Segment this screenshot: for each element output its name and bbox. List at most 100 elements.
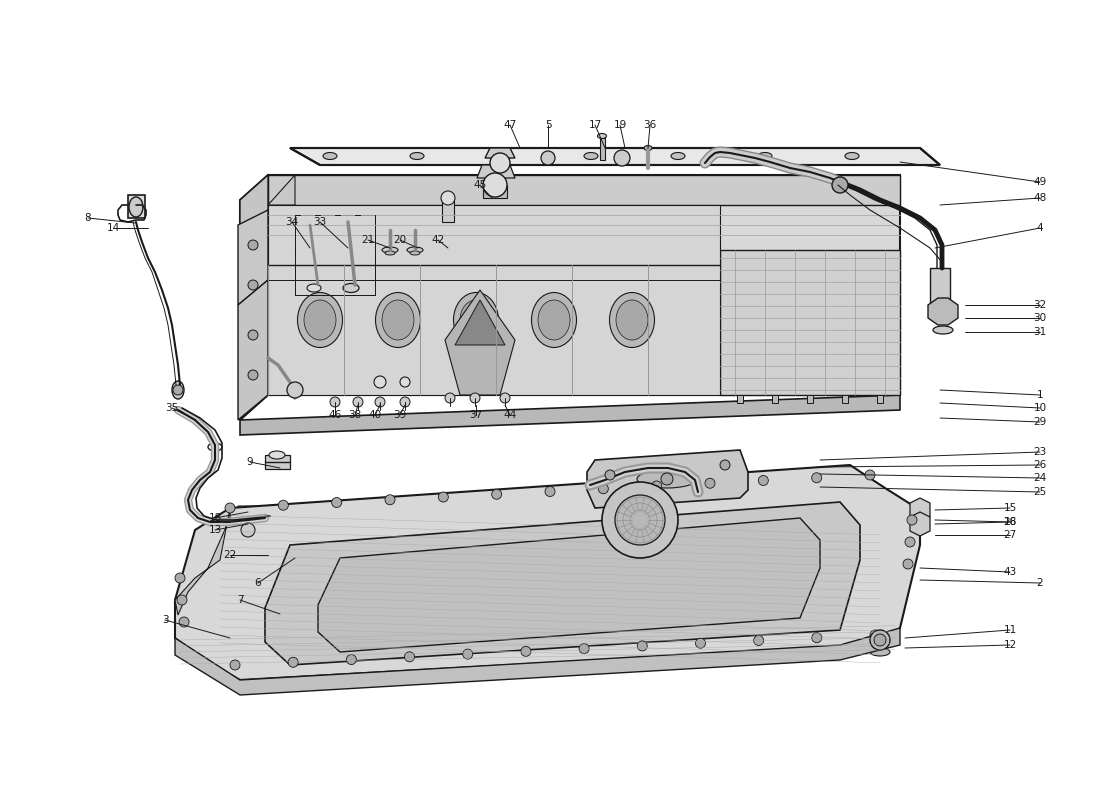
Circle shape (173, 385, 183, 395)
Polygon shape (928, 298, 958, 325)
Text: 5: 5 (544, 120, 551, 130)
Polygon shape (238, 210, 268, 305)
Circle shape (602, 482, 678, 558)
Circle shape (905, 537, 915, 547)
Polygon shape (485, 148, 515, 158)
Circle shape (287, 382, 303, 398)
Circle shape (614, 150, 630, 166)
Text: 49: 49 (1033, 177, 1046, 187)
Polygon shape (240, 175, 268, 420)
Circle shape (490, 153, 510, 173)
Circle shape (874, 634, 886, 646)
Text: 37: 37 (470, 410, 483, 420)
Text: 32: 32 (1033, 300, 1046, 310)
Polygon shape (483, 185, 507, 198)
Polygon shape (268, 175, 295, 205)
Ellipse shape (453, 293, 498, 347)
Circle shape (375, 397, 385, 407)
Text: 27: 27 (1003, 530, 1016, 540)
Text: 47: 47 (504, 120, 517, 130)
Text: 42: 42 (431, 235, 444, 245)
Polygon shape (720, 250, 900, 395)
Circle shape (832, 177, 848, 193)
Bar (600, 138, 605, 160)
Polygon shape (240, 395, 900, 435)
Text: 4: 4 (1036, 223, 1043, 233)
Circle shape (695, 638, 705, 648)
Circle shape (438, 492, 449, 502)
Ellipse shape (870, 648, 890, 656)
Circle shape (521, 646, 531, 656)
Circle shape (353, 397, 363, 407)
Ellipse shape (410, 251, 420, 255)
Circle shape (330, 397, 340, 407)
Polygon shape (910, 512, 930, 536)
Circle shape (226, 503, 235, 513)
Text: 39: 39 (394, 410, 407, 420)
Text: 28: 28 (1003, 517, 1016, 527)
Ellipse shape (671, 153, 685, 159)
Text: 15: 15 (1003, 503, 1016, 513)
Text: 35: 35 (165, 403, 178, 413)
Ellipse shape (410, 153, 424, 159)
Bar (877, 395, 883, 403)
Circle shape (446, 393, 455, 403)
Circle shape (374, 376, 386, 388)
Circle shape (241, 523, 255, 537)
Circle shape (248, 370, 258, 380)
Ellipse shape (644, 146, 652, 150)
Polygon shape (290, 148, 940, 165)
Bar (442, 200, 454, 222)
Text: 20: 20 (394, 235, 407, 245)
Bar (930, 268, 950, 303)
Polygon shape (265, 502, 860, 665)
Circle shape (385, 494, 395, 505)
Polygon shape (318, 518, 820, 652)
Text: 10: 10 (1033, 403, 1046, 413)
Ellipse shape (637, 470, 697, 488)
Circle shape (870, 630, 890, 650)
Ellipse shape (845, 153, 859, 159)
Text: 23: 23 (1033, 447, 1046, 457)
Circle shape (288, 658, 298, 667)
Text: 8: 8 (85, 213, 91, 223)
Ellipse shape (531, 293, 576, 347)
Ellipse shape (584, 153, 598, 159)
Circle shape (175, 573, 185, 583)
Bar (772, 395, 778, 403)
Ellipse shape (172, 381, 184, 399)
Circle shape (637, 641, 647, 651)
Circle shape (278, 500, 288, 510)
Circle shape (248, 330, 258, 340)
Ellipse shape (323, 153, 337, 159)
Polygon shape (477, 165, 515, 178)
Circle shape (346, 654, 356, 665)
Text: 16: 16 (1003, 517, 1016, 527)
Text: 45: 45 (473, 180, 486, 190)
Circle shape (705, 478, 715, 488)
Circle shape (248, 240, 258, 250)
Text: 36: 36 (644, 120, 657, 130)
Circle shape (470, 393, 480, 403)
Ellipse shape (616, 300, 648, 340)
Polygon shape (268, 175, 900, 395)
Ellipse shape (609, 293, 654, 347)
Ellipse shape (129, 197, 143, 217)
Circle shape (903, 559, 913, 569)
Ellipse shape (460, 300, 492, 340)
Polygon shape (175, 628, 900, 695)
Polygon shape (128, 195, 145, 218)
Bar (842, 395, 848, 403)
Ellipse shape (375, 293, 420, 347)
Ellipse shape (382, 247, 398, 253)
Text: 38: 38 (349, 410, 362, 420)
Ellipse shape (261, 550, 283, 560)
Circle shape (541, 151, 556, 165)
Ellipse shape (497, 153, 512, 159)
Circle shape (405, 652, 415, 662)
Ellipse shape (597, 134, 606, 138)
Ellipse shape (343, 283, 359, 293)
Text: 9: 9 (246, 457, 253, 467)
Circle shape (758, 475, 768, 486)
Circle shape (230, 660, 240, 670)
